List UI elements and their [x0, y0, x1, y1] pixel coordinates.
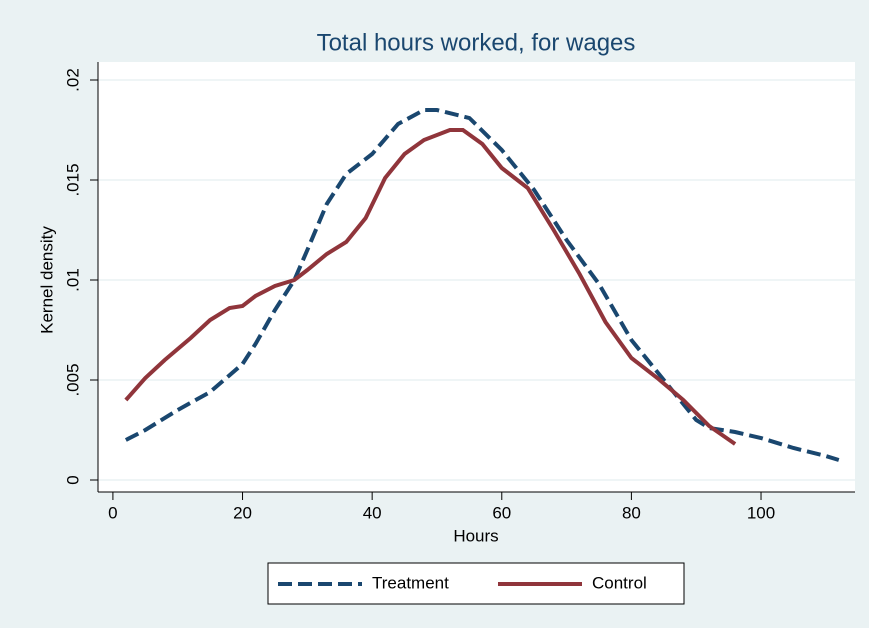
plot-area — [98, 62, 855, 492]
x-tick-label: 80 — [622, 503, 641, 522]
x-tick-label: 0 — [108, 503, 117, 522]
x-tick-label: 100 — [747, 503, 775, 522]
y-tick-label: 0 — [63, 475, 82, 484]
x-tick-label: 60 — [492, 503, 511, 522]
y-tick-label: .005 — [63, 363, 82, 396]
x-axis-label: Hours — [453, 526, 498, 545]
line-series — [124, 108, 840, 462]
y-tick-label: .015 — [63, 163, 82, 196]
line-series — [124, 128, 737, 446]
chart-title: Total hours worked, for wages — [317, 29, 636, 56]
y-tick-label: .01 — [63, 268, 82, 292]
legend-label: Treatment — [372, 573, 449, 592]
y-tick-label: .02 — [63, 68, 82, 92]
y-axis-label: Kernel density — [37, 226, 56, 334]
legend-box — [267, 562, 685, 605]
legend-label: Control — [592, 573, 647, 592]
x-tick-label: 40 — [363, 503, 382, 522]
x-tick-label: 20 — [233, 503, 252, 522]
